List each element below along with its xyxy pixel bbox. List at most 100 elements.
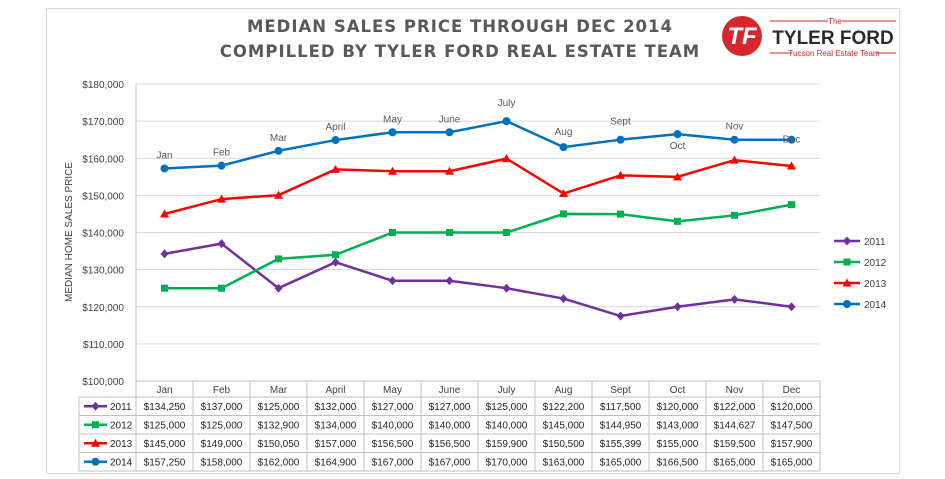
table-cell: $145,000: [543, 420, 585, 431]
x-tick-label: July: [498, 385, 516, 396]
data-point-2014: [331, 136, 340, 145]
table-cell: $140,000: [486, 420, 528, 431]
data-point-2014: [445, 128, 454, 137]
table-cell: $120,000: [771, 402, 813, 413]
data-point-2013: [331, 164, 340, 173]
y-tick-label: $180,000: [82, 80, 124, 91]
table-cell: $156,500: [372, 439, 414, 450]
data-point-2014: [274, 146, 283, 155]
table-cell: $125,000: [486, 402, 528, 413]
x-tick-label: June: [439, 385, 461, 396]
table-cell: $137,000: [201, 402, 243, 413]
point-annotation: Oct: [670, 141, 686, 152]
tyler-ford-logo: TF The TYLER FORD Tucson Real Estate Tea…: [722, 16, 896, 58]
table-row-marker: [91, 438, 100, 447]
table-row-label: 2012: [110, 420, 133, 431]
table-cell: $159,500: [714, 439, 756, 450]
legend-label-2013: 2013: [864, 279, 887, 290]
data-point-2011: [160, 249, 169, 259]
point-annotation: April: [325, 122, 345, 133]
table-cell: $155,399: [600, 439, 642, 450]
table-cell: $117,500: [600, 402, 641, 413]
data-point-2011: [217, 239, 226, 249]
y-tick-label: $120,000: [82, 303, 124, 314]
data-point-2013: [160, 209, 169, 218]
table-row-marker: [91, 401, 100, 411]
y-tick-label: $150,000: [82, 191, 124, 202]
table-cell: $165,000: [714, 457, 756, 468]
table-cell: $167,000: [372, 457, 414, 468]
table-cell: $170,000: [486, 457, 528, 468]
x-tick-label: Jan: [156, 385, 172, 396]
table-cell: $134,250: [144, 402, 186, 413]
data-point-2013: [559, 189, 568, 198]
legend-marker-2014: [843, 300, 851, 308]
table-cell: $125,000: [201, 420, 243, 431]
chart-frame: [46, 8, 900, 474]
point-annotation: May: [383, 114, 402, 125]
table-cell: $134,000: [315, 420, 357, 431]
point-annotation: Feb: [213, 148, 231, 159]
y-tick-label: $140,000: [82, 229, 124, 240]
table-cell: $143,000: [657, 420, 699, 431]
data-point-2012: [332, 251, 339, 259]
table-cell: $157,900: [771, 439, 813, 450]
point-annotation: Nov: [726, 122, 744, 133]
data-point-2012: [218, 284, 225, 292]
data-point-2012: [617, 210, 624, 218]
table-cell: $164,900: [315, 457, 357, 468]
x-tick-label: Nov: [726, 385, 744, 396]
table-row-label: 2013: [110, 439, 133, 450]
y-tick-label: $130,000: [82, 266, 124, 277]
data-point-2013: [274, 190, 283, 199]
x-tick-label: Feb: [213, 385, 231, 396]
data-point-2011: [445, 276, 454, 286]
table-cell: $144,950: [600, 420, 642, 431]
table-cell: $158,000: [201, 457, 243, 468]
data-point-2011: [502, 283, 511, 293]
legend-label-2014: 2014: [864, 300, 887, 311]
table-cell: $140,000: [372, 420, 414, 431]
x-tick-label: Sept: [610, 385, 631, 396]
legend-label-2011: 2011: [864, 237, 886, 248]
data-point-2012: [788, 201, 795, 209]
data-point-2013: [616, 170, 625, 179]
y-tick-label: $170,000: [82, 117, 124, 128]
table-cell: $122,000: [714, 402, 756, 413]
data-point-2011: [730, 294, 739, 304]
x-tick-label: Aug: [555, 385, 573, 396]
table-cell: $125,000: [144, 420, 186, 431]
data-point-2014: [616, 135, 625, 144]
table-cell: $155,000: [657, 439, 699, 450]
table-cell: $165,000: [600, 457, 642, 468]
data-point-2014: [502, 117, 511, 126]
data-point-2011: [331, 257, 340, 267]
table-cell: $122,200: [543, 402, 585, 413]
data-point-2011: [388, 276, 397, 286]
data-point-2011: [274, 283, 283, 293]
point-annotation: Dec: [783, 135, 801, 146]
y-tick-label: $100,000: [82, 377, 124, 388]
data-point-2013: [673, 172, 682, 181]
logo-small-text: The: [828, 17, 842, 26]
data-point-2012: [446, 229, 453, 236]
legend-label-2012: 2012: [864, 258, 887, 269]
x-tick-label: Mar: [270, 385, 288, 396]
table-cell: $145,000: [144, 439, 186, 450]
point-annotation: Sept: [610, 117, 631, 128]
table-cell: $144,627: [714, 420, 756, 431]
series-line-2011: [164, 242, 792, 318]
data-point-2011: [787, 302, 796, 312]
table-cell: $166,500: [657, 457, 699, 468]
point-annotation: July: [498, 98, 516, 109]
legend-marker-2013: [842, 278, 852, 287]
data-point-2012: [503, 229, 510, 236]
data-point-2013: [730, 155, 739, 164]
data-point-2011: [616, 311, 625, 321]
data-point-2012: [674, 217, 681, 225]
data-point-2014: [160, 164, 169, 173]
table-cell: $140,000: [429, 420, 471, 431]
table-cell: $163,000: [543, 457, 585, 468]
x-tick-label: May: [383, 385, 402, 396]
